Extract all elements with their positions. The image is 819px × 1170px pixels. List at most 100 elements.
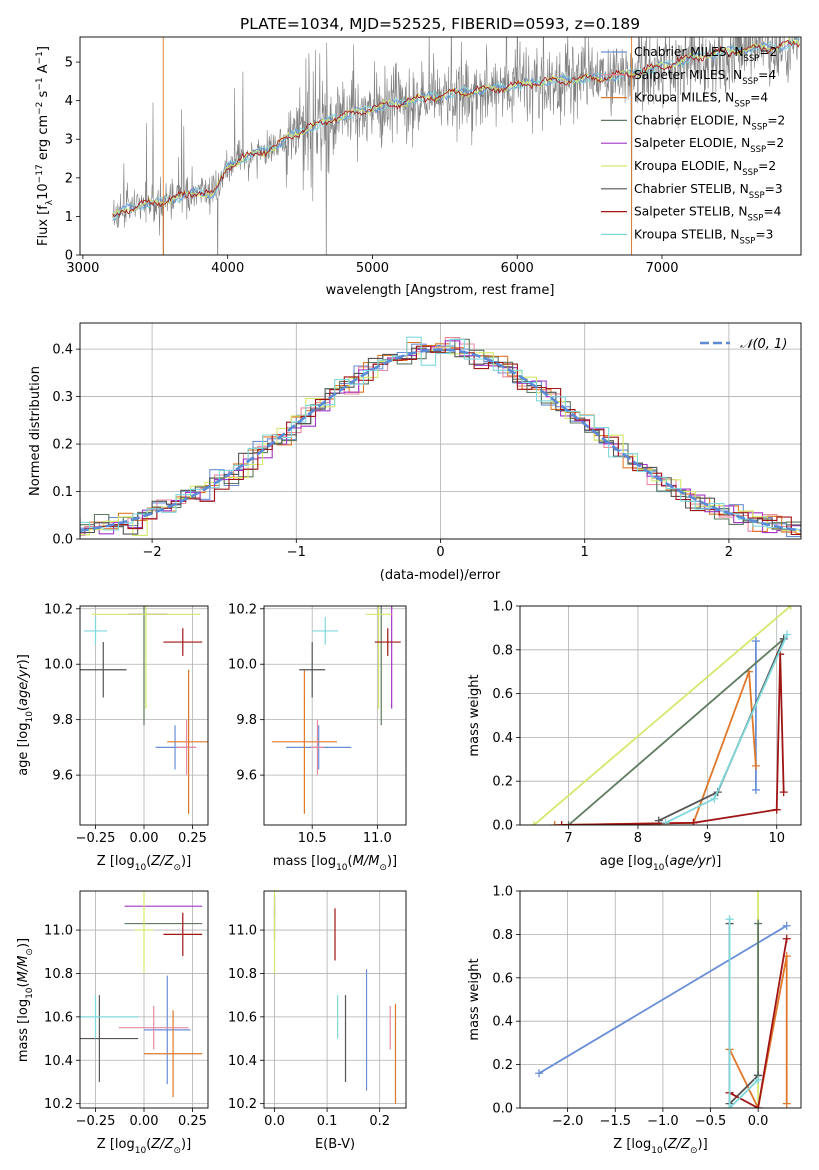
series-point	[754, 1104, 763, 1108]
chart-title: PLATE=1034, MJD=52525, FIBERID=0593, z=0…	[240, 15, 640, 33]
label-part: 10	[135, 1146, 147, 1156]
y-tick-label: 11.0	[44, 924, 73, 939]
legend-name: Salpeter ELODIE	[634, 136, 733, 150]
legend-label: Salpeter STELIB, NSSP=4	[634, 205, 782, 224]
legend-sep: ,	[725, 68, 733, 82]
series-point	[786, 606, 795, 610]
histogram-steps	[80, 340, 801, 536]
series-point	[689, 818, 698, 825]
label-part: )]	[698, 1137, 708, 1152]
label-part: 10	[336, 863, 348, 873]
series-point	[535, 1069, 544, 1078]
label-part: )]	[711, 854, 721, 869]
label-part: 10	[653, 863, 665, 873]
x-tick-label: 3000	[66, 261, 99, 276]
label-part: A	[36, 64, 51, 77]
label-part: )]	[16, 938, 31, 948]
label-part: 10	[25, 711, 35, 723]
label-part: ⊙	[25, 948, 35, 956]
panel-1: −2 −1 0 1 2 0.0 0.1 0.2 0.3 0.4	[52, 322, 802, 560]
y-tick-label: 1.0	[492, 600, 513, 615]
legend-nssp: N	[733, 159, 742, 173]
x-tick-label: −2	[143, 545, 162, 560]
label-part: log	[115, 854, 135, 869]
x-axis-label: Z [log10(Z/Z⊙)]	[97, 1137, 191, 1156]
legend-name: Kroupa ELODIE	[634, 159, 725, 173]
legend-nssp: N	[734, 45, 743, 59]
label-part: Z/Z	[667, 1137, 691, 1152]
x-tick-label: 11.0	[363, 831, 392, 846]
x-axis-label: (data-model)/error	[380, 568, 501, 583]
model-spectrum-line	[112, 39, 800, 218]
series-line	[665, 634, 788, 824]
axes-frame	[79, 36, 802, 256]
panel-6: 0.0 0.1 0.2 10.2 10.4 10.6 10.8 11.0	[228, 890, 407, 1129]
legend-nssp: N	[740, 182, 749, 196]
y-tick-label: 0.2	[492, 775, 513, 790]
label-part: Flux [f	[36, 205, 51, 246]
panel-2: −0.25 0.00 0.25 9.6 9.8 10.0 10.2	[44, 602, 209, 846]
label-part: 10	[25, 987, 35, 999]
axes-frame	[519, 890, 802, 1109]
legend-name: Chabrier ELODIE	[634, 113, 735, 127]
model-spectrum-line	[112, 37, 800, 221]
label-part: Z [	[613, 1137, 631, 1152]
legend-eq: =4	[763, 205, 781, 219]
y-axis-label: Flux [fλ10−17 erg cm−2 s−1 A−1]	[35, 46, 55, 246]
series-point	[782, 1099, 791, 1108]
label-part: ⊙	[690, 1146, 698, 1156]
label-part: log	[115, 1137, 135, 1152]
label-part: mass [	[273, 854, 316, 869]
label-part: ⊙	[379, 863, 387, 873]
x-tick-label: 0.1	[317, 1114, 338, 1129]
label-part: −2	[35, 102, 45, 115]
y-tick-label: 10.4	[228, 1054, 257, 1069]
panel-7: −2.0 −1.5 −1.0 −0.5 0.0 0.0 0.2 0.4 0.6 0.8 1.0	[492, 885, 802, 1129]
x-tick-label: 5000	[356, 261, 389, 276]
series-point	[751, 785, 760, 794]
axes-frame	[79, 890, 209, 1109]
label-part: (	[348, 854, 353, 869]
x-tick-label: 0.25	[178, 1114, 207, 1129]
series-point	[754, 919, 763, 928]
label-part: 10	[135, 863, 147, 873]
y-axis-label: age [log10(age/yr)]	[16, 654, 35, 776]
legend-sub: SSP	[734, 100, 750, 110]
grid	[520, 605, 801, 826]
axes-frame	[263, 605, 407, 826]
x-tick-label: 4000	[211, 261, 244, 276]
series-point	[725, 915, 734, 924]
histogram-steps	[80, 346, 801, 536]
y-tick-label: 9.8	[52, 713, 73, 728]
y-tick-label: 5	[65, 56, 73, 71]
legend-eq: =2	[758, 159, 776, 173]
legend-label: Chabrier MILES, NSSP=2	[634, 45, 777, 64]
series-point	[783, 630, 792, 639]
legend-sep: ,	[723, 227, 731, 241]
y-tick-label: 0.6	[492, 687, 513, 702]
legend-label: Salpeter MILES, NSSP=4	[634, 68, 776, 87]
label-part: log	[631, 1137, 651, 1152]
series-point	[661, 818, 670, 825]
y-tick-label: 9.6	[236, 769, 257, 784]
y-tick-label: 0.4	[492, 1015, 513, 1030]
label-part: (	[146, 854, 151, 869]
legend-name: Kroupa STELIB	[634, 227, 723, 241]
legend-nssp: N	[738, 205, 747, 219]
legend-sep: ,	[725, 159, 733, 173]
label-part: (	[663, 1137, 668, 1152]
x-axis-label: Z [log10(Z/Z⊙)]	[613, 1137, 707, 1156]
label-part: ]	[36, 46, 51, 51]
y-tick-label: 10.8	[44, 967, 73, 982]
label-part: 10	[36, 183, 51, 200]
y-tick-label: 0.3	[52, 390, 73, 405]
axes-frame	[263, 890, 407, 1109]
y-tick-label: 0.1	[52, 485, 73, 500]
x-tick-label: 0	[436, 545, 444, 560]
x-tick-label: 9	[703, 831, 711, 846]
label-part: age/yr	[669, 854, 712, 869]
series-point	[782, 934, 791, 943]
x-tick-label: 0.0	[748, 1114, 769, 1129]
legend-eq: =3	[755, 227, 773, 241]
series-point	[725, 1104, 734, 1108]
